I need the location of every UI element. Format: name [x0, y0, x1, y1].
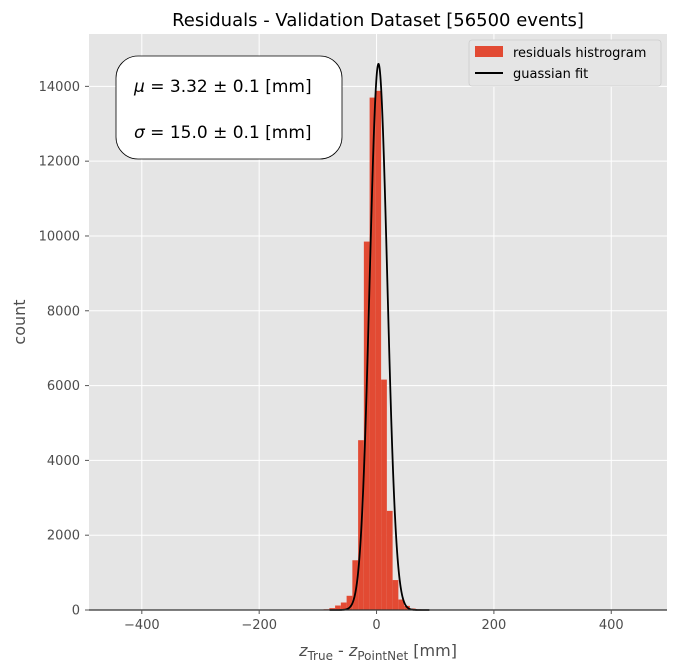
histogram-bar: [392, 580, 399, 610]
sigma-annotation: σ = 15.0 ± 0.1 [mm]: [134, 123, 312, 143]
x-tick-label: −400: [124, 618, 160, 633]
x-axis-sub-true: True: [306, 649, 333, 663]
histogram-bar: [363, 241, 370, 610]
stats-box: [115, 55, 343, 160]
legend-label-fit: guassian fit: [513, 67, 588, 82]
x-tick-label: 200: [481, 618, 506, 633]
y-tick-label: 2000: [47, 529, 80, 544]
histogram-bar: [346, 595, 353, 610]
y-axis-label: count: [10, 299, 29, 344]
chart-title: Residuals - Validation Dataset [56500 ev…: [172, 10, 584, 31]
mu-value: = 3.32 ± 0.1 [mm]: [145, 77, 312, 97]
histogram-bar: [352, 560, 359, 610]
y-tick-label: 6000: [47, 379, 80, 394]
y-tick-label: 14000: [39, 80, 80, 95]
y-tick-label: 8000: [47, 304, 80, 319]
x-tick-labels: −400 −200 0 200 400: [124, 610, 624, 633]
y-tick-label: 0: [72, 604, 80, 619]
legend-label-histogram: residuals histrogram: [513, 46, 646, 61]
legend-swatch-histogram: [475, 46, 503, 57]
histogram-bar: [381, 379, 387, 610]
histogram-bar: [386, 510, 393, 610]
sigma-value: = 15.0 ± 0.1 [mm]: [145, 123, 312, 143]
histogram-bar: [375, 90, 382, 611]
x-tick-label: 400: [599, 618, 624, 633]
legend: residuals histrogram guassian fit: [468, 39, 662, 87]
y-tick-label: 4000: [47, 454, 80, 469]
x-axis-sub-pointnet: PointNet: [357, 649, 408, 663]
x-axis-separator: -: [333, 641, 349, 660]
x-tick-label: 0: [372, 618, 380, 633]
y-tick-label: 12000: [39, 155, 80, 170]
y-tick-labels: 0 2000 4000 6000 8000 10000 12000 14000: [39, 80, 89, 619]
x-axis-var: z: [298, 641, 308, 660]
x-axis-unit: [mm]: [408, 641, 457, 660]
x-tick-label: −200: [241, 618, 277, 633]
histogram-bar: [340, 602, 347, 610]
y-tick-label: 10000: [39, 229, 80, 244]
sigma-symbol: σ: [134, 123, 146, 143]
mu-symbol: μ: [133, 77, 145, 97]
histogram-bar: [335, 605, 341, 610]
legend-box: [468, 39, 662, 87]
mu-annotation: μ = 3.32 ± 0.1 [mm]: [133, 77, 312, 97]
histogram-bar: [369, 97, 376, 611]
histogram-bar: [329, 608, 336, 610]
x-axis-label: zTrue - zPointNet [mm]: [298, 641, 457, 663]
stats-annotation: μ = 3.32 ± 0.1 [mm] σ = 15.0 ± 0.1 [mm]: [115, 55, 343, 160]
histogram-bar: [398, 599, 405, 610]
x-axis-var-2: z: [348, 641, 358, 660]
